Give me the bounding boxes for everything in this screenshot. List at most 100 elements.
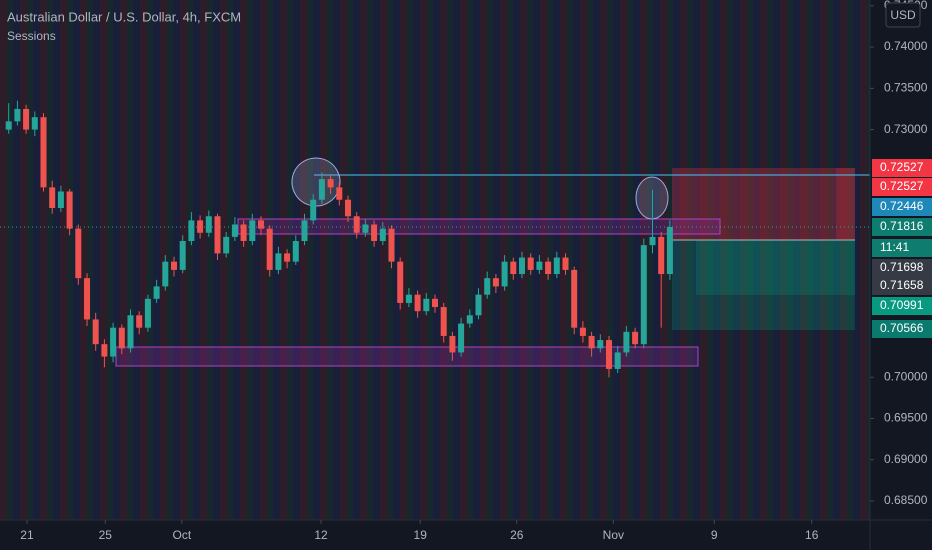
candle-body <box>553 257 560 275</box>
candle-body <box>162 261 169 287</box>
price-label: 0.71658 <box>880 278 924 292</box>
candle-body <box>466 315 473 324</box>
candle-body <box>353 216 360 233</box>
candle-body <box>127 315 134 349</box>
candle-body <box>214 216 221 254</box>
candle-body <box>519 257 525 275</box>
target-zone <box>672 240 855 330</box>
candle-body <box>179 241 186 270</box>
candle-body <box>292 241 299 262</box>
price-label-bg <box>872 259 932 277</box>
session-stripes <box>0 0 870 520</box>
candle-body <box>171 261 177 270</box>
y-tick-label: 0.70000 <box>884 369 928 383</box>
candle-body <box>205 216 212 233</box>
candle-body <box>188 220 195 242</box>
candle-body <box>249 220 256 242</box>
candle-body <box>475 294 482 316</box>
candles <box>5 100 673 378</box>
price-label-bg <box>872 178 932 196</box>
candle-body <box>658 236 665 275</box>
y-tick-label: 0.69500 <box>884 411 928 425</box>
y-tick-label: 0.68500 <box>884 493 928 507</box>
target-zone-inner <box>696 240 855 295</box>
candle-body <box>501 261 508 287</box>
candle-body <box>458 323 465 353</box>
candle-body <box>110 327 117 357</box>
candle-body <box>632 331 639 345</box>
price-label-bg <box>872 218 932 236</box>
x-tick-label: Nov <box>603 528 624 542</box>
candle-body <box>75 228 82 279</box>
candle-body <box>258 220 264 229</box>
price-label: 0.72527 <box>880 160 924 174</box>
candle-body <box>623 331 630 353</box>
price-label: 0.72446 <box>880 199 924 213</box>
candle-body <box>301 220 308 242</box>
candle-body <box>153 286 160 299</box>
price-label-bg <box>872 297 932 315</box>
price-label-bg <box>872 239 932 257</box>
price-label: 0.70991 <box>880 298 924 312</box>
candle-body <box>118 327 125 349</box>
candle-body <box>23 108 30 130</box>
x-tick-label: Oct <box>172 528 191 542</box>
candle-body <box>49 187 56 208</box>
candle-body <box>649 236 656 246</box>
candle-body <box>579 327 586 336</box>
y-tick-label: 0.69000 <box>884 452 928 466</box>
candle-body <box>414 294 421 312</box>
candle-body <box>197 220 204 233</box>
candle-body <box>423 298 430 312</box>
candle-body <box>527 257 534 270</box>
candle-body <box>275 253 282 270</box>
candle-body <box>318 179 325 200</box>
x-tick-label: 9 <box>711 528 718 542</box>
candle-body <box>40 117 47 188</box>
stop-zone-edge <box>836 168 855 240</box>
candle-body <box>92 319 99 345</box>
candle-body <box>449 335 456 353</box>
candle-body <box>231 224 238 237</box>
candle-body <box>562 257 569 270</box>
candle-body <box>588 335 595 349</box>
indicator-name: Sessions <box>7 29 56 43</box>
candle-body <box>379 228 386 242</box>
price-label-bg <box>872 320 932 338</box>
candle-body <box>484 278 491 295</box>
candle-body <box>14 108 21 122</box>
stop-zone <box>672 168 855 240</box>
candle-body <box>405 294 412 303</box>
x-axis-panel <box>0 520 932 550</box>
candle-body <box>57 191 64 208</box>
candle-body <box>266 228 273 270</box>
candle-body <box>614 352 621 369</box>
candle-body <box>371 224 378 242</box>
candle-body <box>666 226 673 275</box>
candle-body <box>223 236 230 254</box>
candle-body <box>136 315 143 328</box>
price-label-bg <box>872 277 932 295</box>
currency-badge <box>885 2 921 28</box>
y-tick-label: 0.73000 <box>884 122 928 136</box>
candle-body <box>536 261 543 270</box>
candle-body <box>362 224 369 233</box>
y-tick-label: 0.74000 <box>884 39 928 53</box>
price-label: 0.71698 <box>880 260 924 274</box>
candle-body <box>84 278 90 320</box>
candle-body <box>327 179 334 188</box>
candle-body <box>440 307 447 336</box>
price-label-bg <box>872 159 932 177</box>
y-tick-label: 0.73500 <box>884 80 928 94</box>
x-tick-label: 16 <box>805 528 819 542</box>
candle-body <box>101 344 108 357</box>
candle-body <box>345 199 351 217</box>
candle-body <box>66 191 73 229</box>
candle-body <box>432 298 438 308</box>
price-label: 11:41 <box>880 240 909 254</box>
highlight-circle <box>291 157 341 207</box>
price-label-bg <box>872 198 932 216</box>
candle-body <box>397 261 404 303</box>
